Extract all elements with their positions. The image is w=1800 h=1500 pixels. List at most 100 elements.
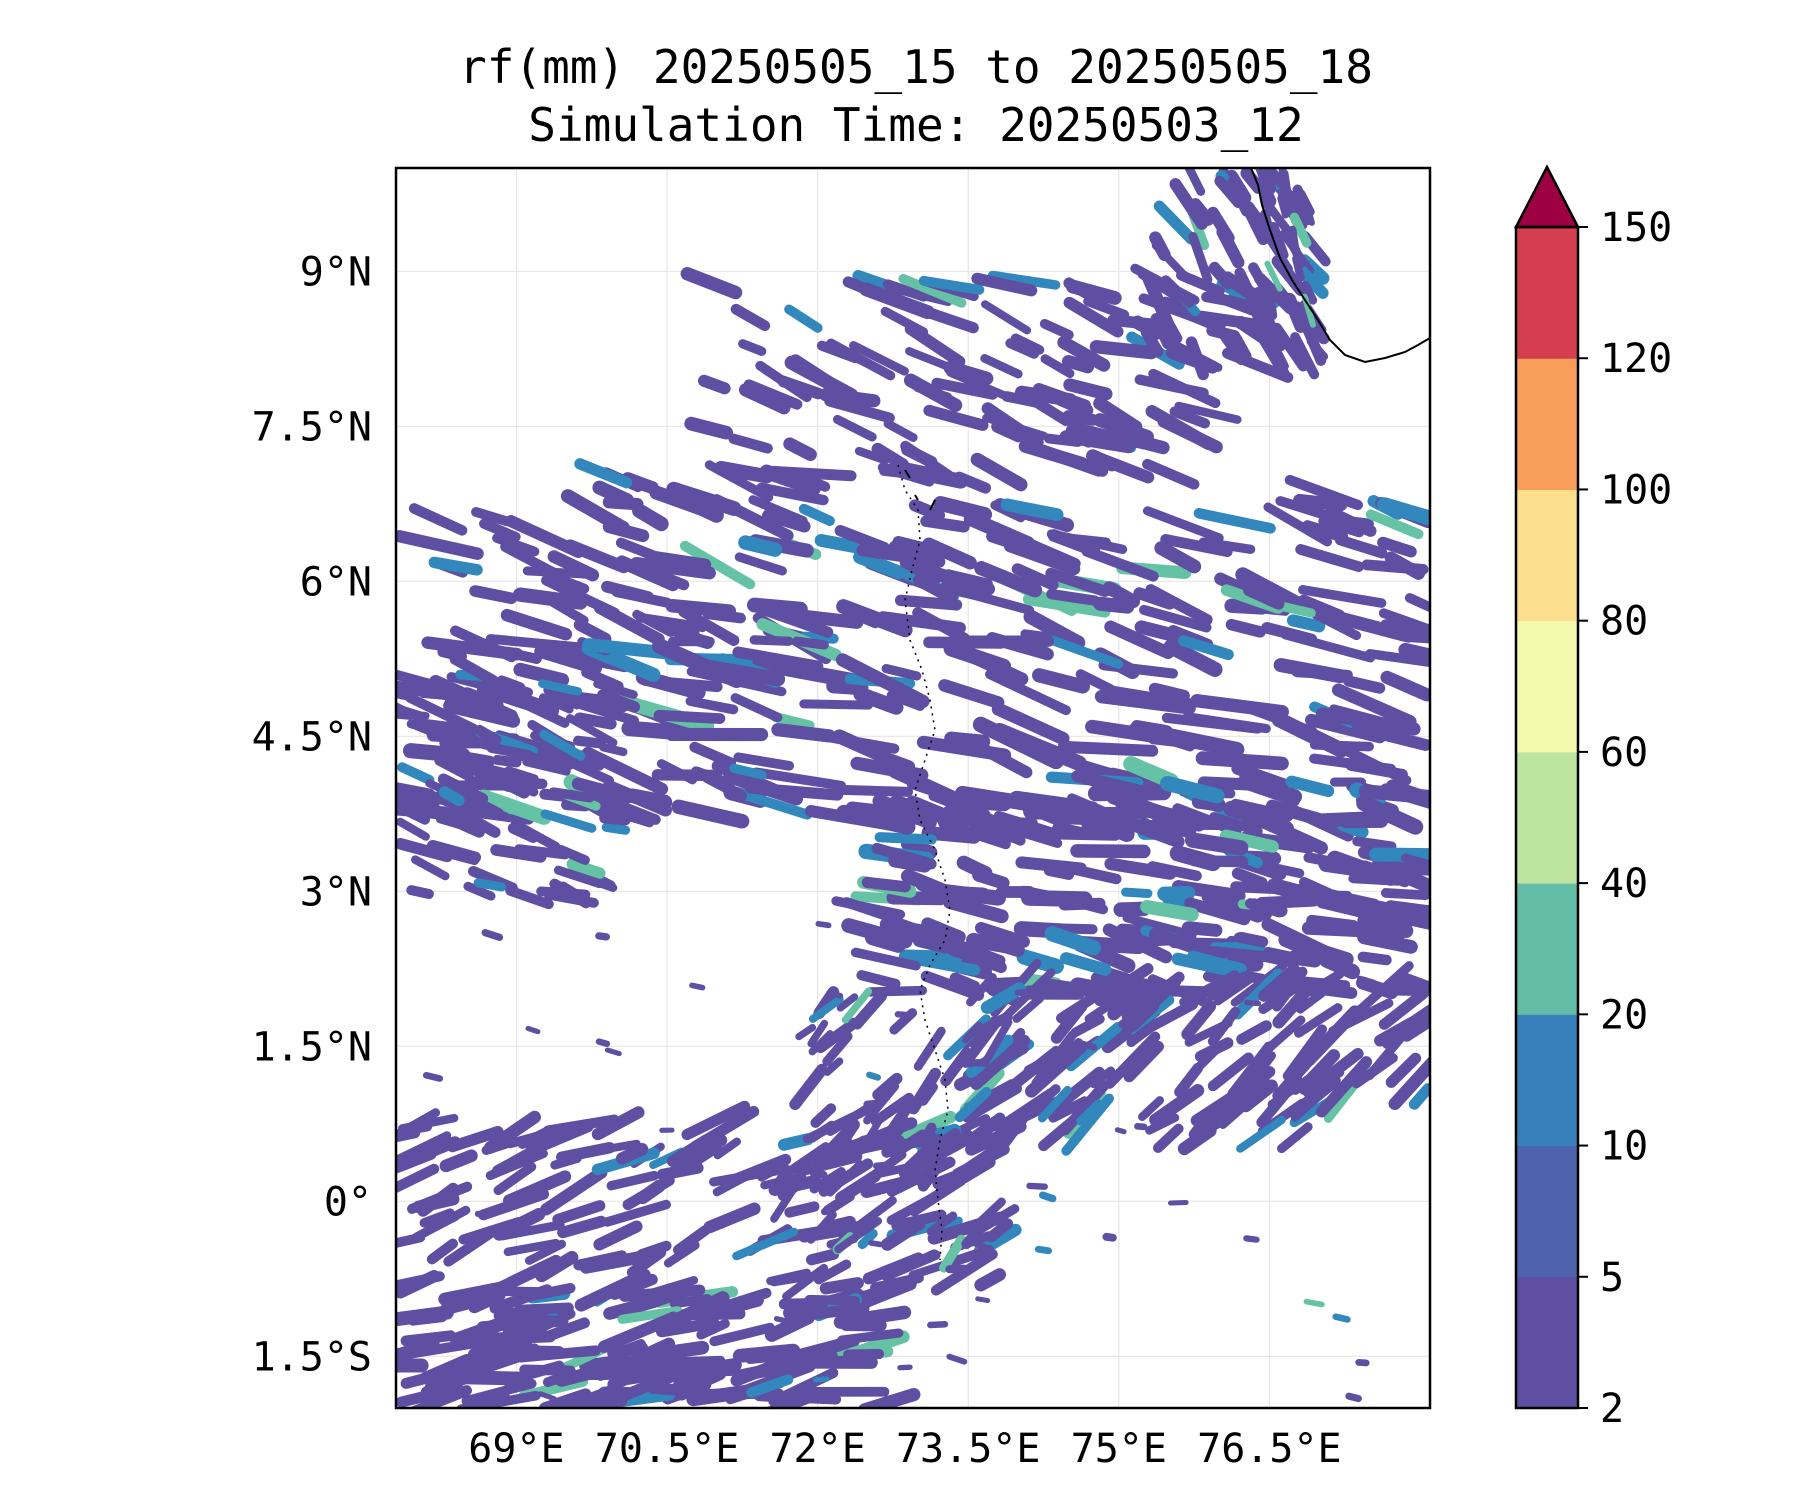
- rain-cell: [514, 782, 539, 797]
- rain-cell: [396, 817, 430, 841]
- lon-tick-label: 73.5°E: [896, 1426, 1041, 1472]
- rain-cell: [1094, 452, 1155, 484]
- rain-cell: [502, 1315, 557, 1338]
- rain-cell: [1377, 536, 1417, 558]
- rain-cell: [1345, 1392, 1362, 1403]
- rain-cell: [738, 383, 791, 415]
- title-line-2: Simulation Time: 20250503_12: [528, 98, 1304, 152]
- rain-cell: [632, 503, 669, 532]
- rain-cell: [492, 533, 540, 557]
- rain-cell: [1259, 816, 1328, 855]
- lon-tick-label: 76.5°E: [1197, 1426, 1342, 1472]
- rain-cell: [1329, 704, 1402, 731]
- rain-cell: [904, 1139, 937, 1175]
- latitude-labels: 9°N 7.5°N 6°N 4.5°N 3°N 1.5°N 0° 1.5°S: [252, 249, 372, 1380]
- rain-cell: [1354, 961, 1414, 1015]
- rain-cell: [871, 842, 937, 870]
- rain-cell: [671, 799, 750, 829]
- rain-cell: [1334, 611, 1415, 643]
- rain-cell: [503, 1238, 561, 1257]
- rain-cell: [481, 1138, 513, 1155]
- rain-cell: [1102, 923, 1173, 964]
- rain-cell: [1223, 900, 1273, 921]
- rain-cell: [939, 1234, 967, 1273]
- rain-cell: [418, 689, 474, 702]
- rain-cell: [1084, 997, 1119, 1024]
- rain-cell: [777, 1388, 816, 1408]
- rain-cell: [920, 970, 985, 1001]
- rain-cell: [1023, 609, 1086, 650]
- rain-cell: [1065, 279, 1122, 305]
- rain-cell: [730, 303, 771, 332]
- rain-cell: [1015, 856, 1087, 875]
- rain-cell: [396, 799, 430, 825]
- rain-cell: [1297, 1076, 1339, 1112]
- rain-cell: [751, 767, 847, 791]
- rain-cell: [1380, 888, 1430, 901]
- rain-cell: [815, 1017, 860, 1054]
- rain-cell: [1150, 1120, 1164, 1129]
- rain-cell: [408, 503, 468, 536]
- rain-cell: [1282, 1024, 1328, 1082]
- rain-cell: [525, 1025, 541, 1035]
- rain-cell: [1303, 1005, 1362, 1066]
- rain-cell: [422, 1071, 444, 1082]
- rain-cell: [396, 1148, 437, 1175]
- rain-cell: [1273, 657, 1348, 684]
- map-frame: [394, 166, 1432, 1410]
- rain-cell: [448, 803, 501, 838]
- rain-cell: [1207, 1006, 1240, 1047]
- rain-cell: [881, 1135, 906, 1158]
- rain-cell: [1258, 963, 1301, 1002]
- rain-cell: [485, 634, 588, 653]
- rain-cell: [1059, 430, 1135, 454]
- rain-cell: [573, 712, 617, 730]
- rain-cell: [868, 1240, 884, 1248]
- rain-cell: [1052, 822, 1088, 840]
- rain-cell: [792, 636, 829, 650]
- rain-cell: [605, 1400, 623, 1408]
- rain-cell: [408, 1385, 472, 1408]
- rain-cell: [581, 746, 669, 796]
- rain-cell: [1037, 1085, 1072, 1123]
- rain-cell: [538, 739, 567, 759]
- rain-cell: [566, 858, 606, 879]
- rain-cell: [987, 1034, 1014, 1066]
- rain-cell: [808, 995, 844, 1023]
- rain-cell: [1384, 900, 1430, 917]
- rain-cell: [396, 1126, 421, 1143]
- colorbar-label: 80: [1600, 599, 1648, 645]
- rain-cell: [463, 761, 514, 792]
- rain-cell: [1081, 546, 1159, 582]
- rain-cell: [581, 667, 624, 692]
- rain-cell: [1238, 1051, 1276, 1098]
- rain-cell: [817, 1137, 854, 1167]
- rain-cell: [1121, 887, 1153, 899]
- rain-cell: [1130, 720, 1170, 737]
- rain-cell: [591, 1106, 645, 1141]
- rain-cell: [417, 1182, 459, 1217]
- rain-cell: [455, 698, 487, 720]
- rain-cell: [579, 1248, 659, 1274]
- rain-cell: [813, 1376, 830, 1383]
- rain-cell: [1035, 390, 1079, 408]
- rain-cell: [1219, 330, 1246, 365]
- rain-cell: [1150, 313, 1174, 350]
- rain-cell: [1147, 733, 1222, 752]
- rain-cell: [734, 552, 787, 576]
- lat-tick-label: 6°N: [300, 559, 372, 605]
- rain-cell: [1026, 1182, 1048, 1190]
- rain-cell: [729, 763, 767, 780]
- rain-cell: [562, 756, 614, 785]
- colorbar-segment: [1516, 227, 1578, 359]
- rain-cell: [615, 1143, 649, 1165]
- rain-cell: [1187, 950, 1247, 975]
- rain-cell: [837, 784, 914, 797]
- rain-cell: [966, 973, 997, 1007]
- rain-cell: [538, 679, 583, 696]
- rain-cell: [1114, 1127, 1127, 1135]
- rain-cell: [698, 374, 731, 395]
- rain-cell: [920, 515, 970, 533]
- rain-cell: [1010, 333, 1045, 355]
- rain-cell: [799, 699, 873, 710]
